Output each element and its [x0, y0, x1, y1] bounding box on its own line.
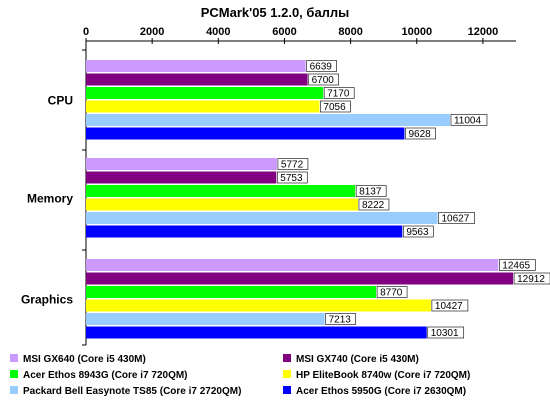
legend-swatch	[283, 386, 291, 394]
category-labels: CPU Memory Graphics	[21, 94, 73, 307]
data-label: 10627	[442, 214, 470, 225]
x-tick-label: 0	[83, 26, 89, 38]
x-tick-label: 6000	[272, 26, 296, 38]
data-label-box	[323, 87, 355, 99]
legend-entry: Acer Ethos 5950G (Core i7 2630QM)	[296, 386, 466, 397]
data-label: 5772	[281, 160, 304, 171]
bar	[86, 326, 427, 339]
data-label: 9628	[408, 129, 431, 140]
data-label-box	[276, 171, 308, 184]
legend-entry: HP EliteBook 8740w (Core i7 720QM)	[296, 370, 470, 381]
data-label-box	[403, 225, 434, 238]
bar	[86, 299, 431, 312]
legend-swatch	[10, 354, 18, 362]
data-label-box	[325, 313, 356, 325]
bar	[86, 198, 358, 211]
data-label-box	[358, 198, 390, 211]
legend-entry: MSI GX740 (Core i5 430M)	[296, 354, 419, 365]
category-label: Memory	[27, 192, 73, 206]
legend: MSI GX640 (Core i5 430M) MSI GX740 (Core …	[10, 354, 470, 397]
data-label: 6639	[310, 62, 333, 73]
data-label: 10301	[431, 328, 459, 339]
data-label-box	[376, 286, 408, 298]
legend-entry: Packard Bell Easynote TS85 (Core i7 2720…	[23, 386, 241, 397]
x-axis: 0 2000 4000 6000 8000 10000 12000	[82, 26, 516, 346]
data-label-box	[405, 127, 436, 140]
bar	[86, 87, 324, 99]
bar	[86, 272, 514, 285]
legend-swatch	[283, 370, 291, 378]
data-label-box	[320, 100, 351, 113]
legend-entry: Acer Ethos 8943G (Core i7 720QM)	[23, 370, 188, 381]
data-label: 7056	[323, 102, 346, 113]
data-label-box	[427, 326, 465, 339]
bar	[86, 286, 377, 298]
data-label-box	[438, 212, 475, 224]
data-label-box	[499, 259, 536, 271]
x-tick-label: 10000	[401, 26, 432, 38]
legend-swatch	[10, 370, 18, 378]
data-label: 11004	[454, 116, 482, 127]
bar	[86, 171, 277, 184]
bar	[86, 313, 325, 325]
data-label-box	[308, 73, 339, 86]
bars: 6639 6700 7170 7056 11004 9628 5772 5753 8137 822…	[86, 60, 550, 339]
data-label: 5753	[280, 173, 303, 184]
legend-swatch	[10, 386, 18, 394]
category-label: CPU	[48, 94, 73, 108]
data-label-box	[355, 185, 387, 197]
bar	[86, 158, 277, 170]
bar	[86, 60, 306, 72]
chart-title: PCMark'05 1.2.0, баллы	[201, 5, 350, 20]
data-label: 8137	[359, 187, 382, 198]
bar	[86, 185, 356, 197]
x-tick-label: 4000	[206, 26, 230, 38]
data-label: 12912	[517, 274, 545, 285]
bar	[86, 212, 438, 224]
data-label: 8222	[362, 200, 385, 211]
x-tick-label: 12000	[468, 26, 499, 38]
bar	[86, 73, 308, 86]
legend-swatch	[283, 354, 291, 362]
data-label: 8770	[380, 288, 403, 299]
bar	[86, 259, 499, 271]
x-tick-label: 8000	[338, 26, 362, 38]
bar	[86, 100, 320, 113]
bar	[86, 114, 450, 126]
x-tick-label: 2000	[140, 26, 164, 38]
data-label: 7170	[327, 89, 350, 100]
data-label-box	[513, 272, 550, 285]
bar	[86, 225, 403, 238]
data-label-box	[306, 60, 337, 72]
bar	[86, 127, 405, 140]
data-label-box	[450, 114, 488, 126]
data-label-box	[431, 299, 469, 312]
data-label: 9563	[406, 227, 429, 238]
category-label: Graphics	[21, 293, 73, 307]
data-label-box	[277, 158, 309, 170]
data-label: 7213	[329, 315, 352, 326]
legend-entry: MSI GX640 (Core i5 430M)	[23, 354, 146, 365]
data-label: 6700	[312, 75, 335, 86]
data-label: 12465	[502, 261, 530, 272]
data-label: 10427	[435, 301, 463, 312]
